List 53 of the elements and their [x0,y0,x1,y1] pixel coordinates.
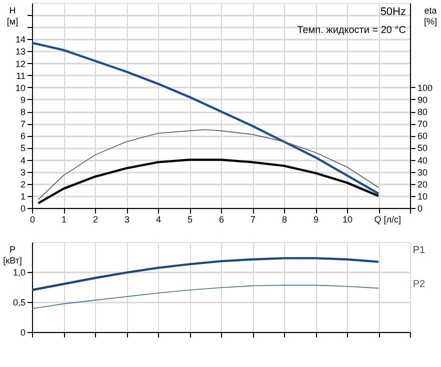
y2-tick-label: 80 [418,107,428,118]
x-tick-label: 8 [282,214,288,224]
y-tick-label: 0 [20,204,26,214]
y2-tick-label: 10 [418,191,428,202]
y-tick-label: 2 [20,179,26,190]
y-tick-label: 14 [15,34,26,45]
y2-tick-label: 60 [418,131,428,142]
y-tick-label: 13 [15,46,26,57]
y-tick-label: 3 [20,167,26,178]
y2-tick-label: 70 [418,119,428,130]
line-series [30,257,380,292]
x-tick-label: 4 [156,214,162,224]
x-tick-label: 9 [313,214,319,224]
y-axis-title: P [кВт] [3,244,22,266]
y-tick-label: 9 [20,94,26,105]
x-axis-title: Q [л/с] [374,214,402,224]
y-tick-label: 1,0 [12,268,26,278]
line-series [37,158,380,204]
x-tick-label: 5 [187,214,193,224]
x-tick-label: 1 [61,214,67,224]
line-series [30,42,380,195]
text: P1 [412,244,426,256]
y-tick-label: 12 [15,58,26,69]
text: P2 [412,279,426,290]
y2-axis-title: eta [%] [424,6,438,26]
y-tick-label: 4 [20,155,26,166]
x-tick-label: 2 [92,214,98,224]
x-tick-label: 10 [342,214,353,224]
x-tick-label: 0 [30,214,36,224]
y-tick-label: 10 [15,82,26,93]
line-series [38,129,379,200]
y-tick-label: 8 [20,107,26,118]
y2-tick-label: 40 [418,155,428,166]
y2-tick-label: 30 [418,167,428,178]
x-tick-label: 3 [124,214,130,224]
line-series [32,284,379,309]
y-axis-title: H [м] [6,6,18,26]
y-tick-label: 6 [20,131,26,142]
chart-title: 50Hz [380,6,406,18]
y-tick-label: 5 [20,143,26,154]
y2-tick-label: 50 [418,143,428,154]
y-tick-label: 0,5 [12,298,26,308]
y-tick-label: 7 [20,119,26,130]
y-tick-label: 0 [20,328,26,338]
y2-tick-label: 0 [418,204,423,214]
x-tick-label: 6 [218,214,224,224]
y2-tick-label: 90 [418,94,428,105]
y2-tick-label: 20 [418,179,428,190]
y2-tick-label: 100 [418,82,433,93]
annotation: Темп. жидкости = 20 °C [297,25,406,36]
x-tick-label: 7 [250,214,256,224]
y-tick-label: 1 [20,191,26,202]
y-tick-label: 11 [16,70,26,81]
